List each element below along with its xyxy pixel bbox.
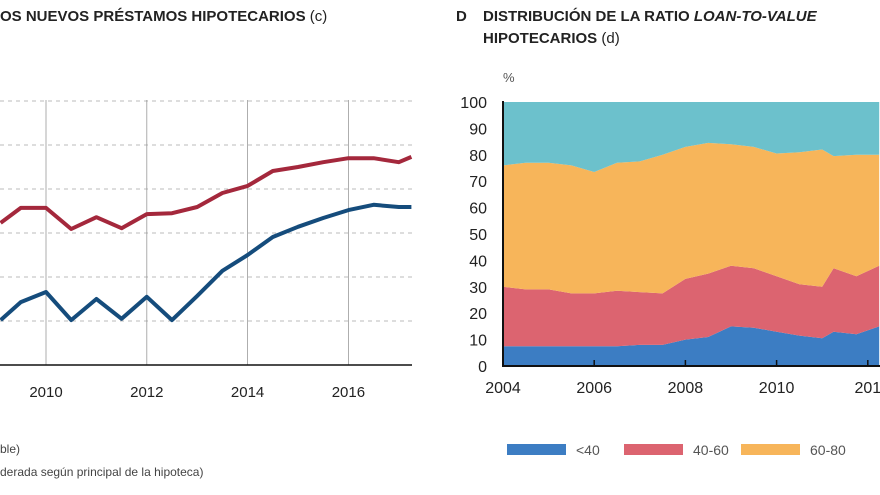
- left-footnote-2: derada según principal de la hipoteca): [0, 465, 203, 479]
- right-x-tick-label: 2006: [576, 380, 612, 397]
- left-footnote-1: ble): [0, 442, 20, 456]
- right-y-tick-label: 40: [469, 253, 487, 270]
- left-series-lines: [0, 155, 413, 323]
- legend-swatch: [741, 444, 800, 455]
- left-gridlines: [0, 100, 412, 365]
- legend-label: <40: [576, 442, 600, 458]
- left-x-tick-label: 2014: [231, 384, 264, 401]
- right-y-tick-label: 60: [469, 201, 487, 218]
- right-y-tick-label: 10: [469, 333, 487, 350]
- right-y-tick-label: 70: [469, 174, 487, 191]
- right-chart-title: DISTRIBUCIÓN DE LA RATIO LOAN-TO-VALUE: [483, 7, 818, 25]
- left-series-line-1: [0, 155, 413, 231]
- right-x-tick-label: 2008: [668, 380, 704, 397]
- right-y-tick-labels: 0 10 20 30 40 50 60 70 80 90 100: [460, 95, 487, 376]
- legend-label: 40-60: [693, 442, 729, 458]
- right-y-tick-label: 0: [478, 359, 487, 376]
- right-panel-letter: D: [456, 8, 467, 25]
- area-<40: [503, 326, 880, 366]
- right-x-tick-label: 201: [854, 380, 880, 397]
- area-60-80: [503, 142, 880, 294]
- y-axis-unit: %: [503, 70, 515, 85]
- legend-label: 60-80: [810, 442, 846, 458]
- right-stacked-areas: [503, 102, 880, 366]
- right-y-tick-label: 20: [469, 306, 487, 323]
- right-y-tick-label: 80: [469, 148, 487, 165]
- left-x-tick-labels: 2010 2012 2014 2016: [29, 384, 365, 401]
- right-y-tick-label: 50: [469, 227, 487, 244]
- right-y-tick-label: 30: [469, 280, 487, 297]
- legend: <40 40-60 60-80: [507, 442, 846, 458]
- left-x-tick-label: 2016: [332, 384, 365, 401]
- right-y-tick-label: 100: [460, 95, 487, 112]
- legend-swatch: [507, 444, 566, 455]
- left-x-tick-label: 2010: [29, 384, 62, 401]
- left-x-tick-label: 2012: [130, 384, 163, 401]
- legend-swatch: [624, 444, 683, 455]
- right-x-tick-labels: 2004 2006 2008 2010 201: [485, 360, 880, 397]
- right-x-tick-label: 2004: [485, 380, 521, 397]
- area-40-60: [503, 265, 880, 347]
- right-chart-title-line2: HIPOTECARIOS (d): [483, 30, 620, 47]
- right-x-tick-label: 2010: [759, 380, 795, 397]
- right-y-tick-label: 90: [469, 121, 487, 138]
- area-top-band: [503, 102, 880, 172]
- left-series-line-2: [0, 202, 412, 323]
- left-chart-title: OS NUEVOS PRÉSTAMOS HIPOTECARIOS (c): [0, 8, 327, 25]
